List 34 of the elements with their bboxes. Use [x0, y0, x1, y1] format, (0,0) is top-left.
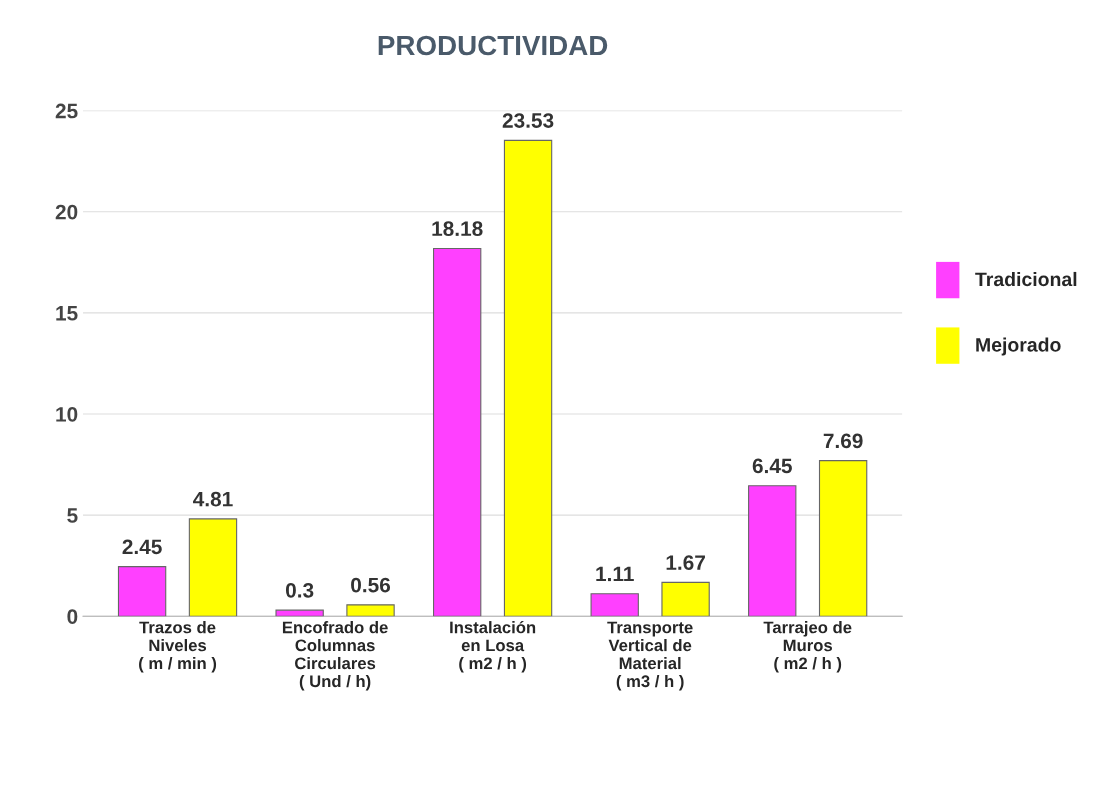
chart-title: PRODUCTIVIDAD: [378, 35, 608, 56]
data-label: 7.69: [823, 433, 863, 449]
data-label: 0.56: [351, 577, 391, 593]
bar: [503, 139, 553, 617]
x-tick-label: Transporte Vertical de Material ( m3 / h ): [607, 621, 693, 691]
x-tick-label: Tarrajeo de Muros ( m2 / h ): [763, 621, 852, 673]
data-label: 2.45: [122, 539, 162, 555]
data-label: 1.11: [596, 566, 634, 582]
y-tick-label: 20: [55, 204, 78, 220]
x-tick-label: Instalación en Losa ( m2 / h ): [450, 620, 536, 673]
y-tick-label: 25: [55, 103, 78, 119]
x-tick-label: Encofrado de Columnas Circulares ( Und / h): [282, 621, 388, 691]
bar: [818, 460, 868, 617]
data-label: 1.67: [666, 555, 705, 570]
data-label: 6.45: [752, 458, 792, 474]
bar: [188, 518, 238, 617]
x-tick-label: Trazos de Niveles ( m / min ): [139, 621, 217, 673]
bar: [275, 609, 324, 617]
y-tick-label: 0: [67, 609, 78, 624]
data-label: 0.3: [285, 582, 314, 598]
y-tick-label: 15: [56, 306, 78, 321]
data-label: 4.81: [193, 491, 233, 507]
bar: [661, 581, 710, 617]
bar: [432, 247, 482, 617]
data-label: 18.18: [432, 221, 483, 237]
y-tick-label: 10: [56, 406, 78, 422]
bar: [117, 566, 167, 617]
bar: [590, 593, 639, 617]
y-tick-label: 5: [67, 508, 78, 523]
bar: [748, 485, 797, 617]
legend-label: Tradicional: [975, 271, 1077, 287]
legend-label: Mejorado: [976, 337, 1061, 356]
data-label: 23.53: [502, 113, 554, 128]
bar: [346, 604, 395, 617]
